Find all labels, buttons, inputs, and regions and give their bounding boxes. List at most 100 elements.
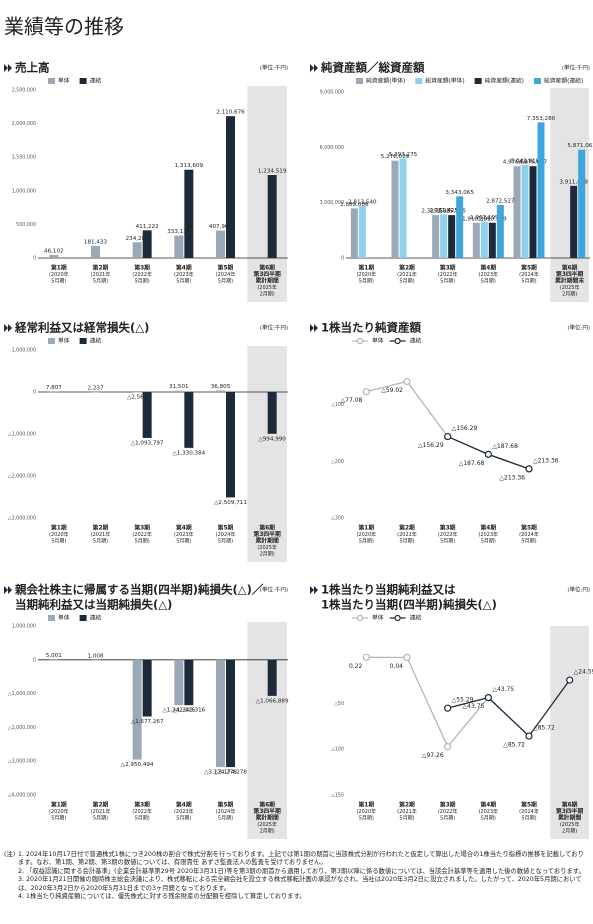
x-tick-label: (2020年: [356, 271, 376, 278]
point: [484, 450, 492, 458]
bar: [267, 392, 277, 434]
notes-label: (注): [4, 851, 16, 858]
title-icon: [4, 324, 12, 332]
x-tick-label: 第3四半期: [253, 807, 281, 815]
page-title: 業績等の推移: [4, 15, 124, 39]
x-tick-label: 5月期): [176, 539, 191, 545]
legend-marker: [356, 337, 364, 345]
line: [447, 679, 571, 738]
bar: [226, 659, 235, 768]
value-label: 1,234,519: [258, 169, 287, 175]
x-tick-label: 5月期): [51, 816, 66, 822]
x-tick-label: 第4期: [175, 524, 192, 532]
chart-title: 1株当たり純資産額: [321, 321, 422, 335]
value-label: 2,872,527: [486, 199, 515, 205]
x-tick-label: (2025年: [560, 284, 580, 291]
value-label: 0.22: [349, 663, 363, 670]
x-tick-label: (2024年: [216, 808, 236, 815]
value-label: 5,871,062: [567, 143, 593, 149]
value-label: △1,342,316: [162, 708, 195, 714]
bar: [432, 215, 440, 258]
x-tick-label: (2021年: [91, 531, 111, 538]
y-tick-label: △150: [331, 793, 344, 799]
legend-swatch: [533, 78, 541, 84]
x-tick-label: 2月期): [260, 292, 275, 298]
point: [484, 694, 492, 702]
value-label: 0.04: [390, 663, 404, 670]
x-tick-label: 第5期: [520, 264, 537, 272]
bar: [142, 230, 152, 258]
y-tick-label: 2,000,000: [12, 121, 36, 127]
period-shade: [247, 346, 287, 562]
bar: [174, 235, 184, 258]
x-tick-label: 第1期: [358, 801, 375, 809]
note-item: 2. 「収益認識に関する会計基準」(企業会計基準第29号 2020年3月31日)…: [18, 867, 585, 875]
x-tick-label: 5月期): [359, 816, 374, 822]
x-tick-label: 第4期: [480, 264, 497, 272]
y-tick-label: △4,000,000: [8, 793, 36, 799]
x-tick-label: 5月期): [521, 279, 536, 285]
value-label: 2,237: [87, 385, 103, 391]
x-tick-label: 5月期): [440, 539, 455, 545]
point: [403, 377, 411, 386]
x-tick-label: 5月期): [218, 539, 233, 545]
value-label: △187.68: [459, 460, 485, 467]
bar: [49, 254, 59, 258]
value-label: △59.02: [381, 387, 403, 394]
value-label: △85.72: [503, 742, 525, 749]
note-item: 3. 2020年1月21日開催の臨時株主総会決議により、株式移転による完全親会社…: [18, 876, 582, 892]
x-tick-label: (2022年: [132, 271, 152, 278]
bar: [440, 214, 448, 258]
chart-title: 経常利益又は経常損失(△): [14, 321, 149, 335]
x-tick-label: 5月期): [51, 539, 66, 545]
chart-title: 当期純利益又は当期純損失(△): [15, 598, 172, 612]
x-tick-label: 5月期): [399, 539, 414, 545]
x-tick-label: 5月期): [521, 816, 536, 822]
period-shade: [550, 626, 589, 839]
x-tick-label: 5月期): [176, 816, 191, 822]
line: [366, 380, 530, 470]
x-tick-label: 第2期: [92, 801, 109, 809]
x-tick-label: 第2期: [92, 264, 109, 272]
x-tick-label: 第6期: [258, 264, 275, 272]
x-tick-label: (2020年: [49, 808, 69, 815]
y-tick-label: 0: [33, 390, 36, 396]
x-tick-label: 5月期): [93, 279, 108, 285]
x-tick-label: 第6期: [561, 264, 578, 272]
period-shade: [247, 86, 287, 302]
value-label: 1,967,199: [470, 215, 499, 221]
legend-marker: [394, 337, 401, 345]
x-tick-label: 第3期: [133, 524, 150, 532]
value-label: △187.68: [492, 443, 518, 450]
bar: [226, 116, 235, 259]
bar: [91, 245, 100, 258]
x-tick-label: 第1期: [358, 524, 375, 532]
value-label: △1,093,797: [131, 440, 164, 446]
title-icon: [310, 64, 318, 72]
y-tick-label: 0: [33, 657, 36, 663]
x-tick-label: (2025年: [257, 284, 277, 291]
x-tick-label: (2023年: [174, 531, 194, 538]
value-label: △97.26: [422, 752, 444, 759]
x-tick-label: 第3四半期: [555, 270, 583, 278]
x-tick-label: 第1期: [50, 801, 67, 809]
x-tick-label: 第5期: [217, 264, 234, 272]
value-label: △43.75: [492, 686, 514, 693]
x-tick-label: 第4期: [480, 524, 497, 532]
x-tick-label: 5月期): [218, 279, 233, 285]
value-label: 1,313,609: [175, 163, 204, 169]
unit-label: (単位:千円): [260, 64, 288, 72]
legend-label: 単体: [58, 77, 70, 85]
x-tick-label: 第3期: [439, 801, 456, 809]
value-label: 411,222: [136, 224, 159, 230]
x-tick-label: 5月期): [359, 279, 374, 285]
chart-title: 親会社株主に帰属する当期(四半期)純損失(△)／: [14, 583, 264, 597]
legend-label: 総資産額(連結): [544, 77, 583, 85]
x-tick-label: 第4期: [175, 801, 192, 809]
value-label: 3,911,858: [559, 179, 588, 185]
y-tick-label: △1,000,000: [8, 432, 36, 438]
value-label: △1,342,316: [172, 708, 205, 714]
y-tick-label: △2,000,000: [8, 725, 36, 731]
x-tick-label: (2023年: [174, 271, 194, 278]
value-label: △213.36: [499, 474, 525, 481]
